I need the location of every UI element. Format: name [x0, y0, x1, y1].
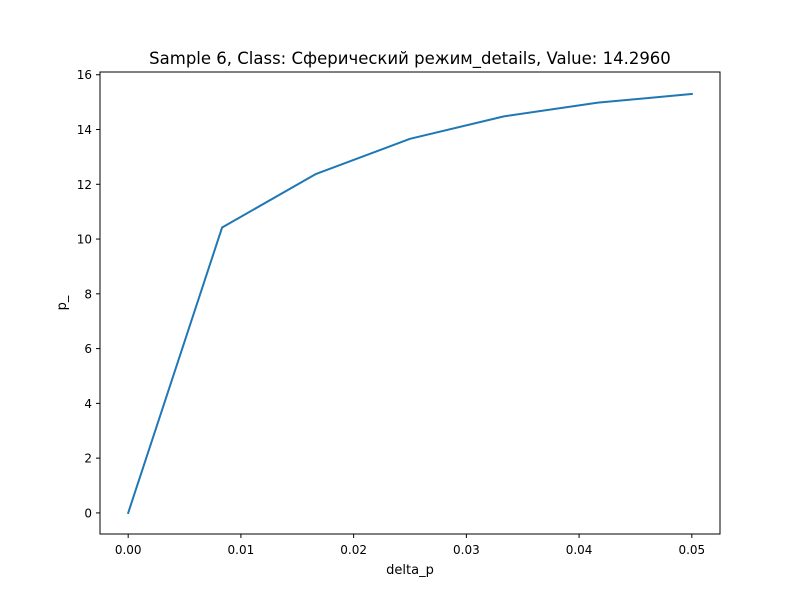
x-tick-label: 0.03 — [453, 543, 480, 557]
chart-title: Sample 6, Class: Сферический режим_detai… — [149, 49, 671, 69]
x-tick-label: 0.00 — [115, 543, 142, 557]
y-tick-label: 14 — [77, 123, 92, 137]
x-tick-label: 0.01 — [228, 543, 255, 557]
y-tick-label: 10 — [77, 233, 92, 247]
x-tick-label: 0.04 — [566, 543, 593, 557]
y-tick-label: 16 — [77, 68, 92, 82]
plot-area: 0.00 0.01 0.02 0.03 0.04 0.05 0 2 4 6 8 10 12 14 16 — [77, 68, 721, 557]
y-tick-label: 6 — [84, 342, 92, 356]
x-tick-label: 0.02 — [340, 543, 367, 557]
y-tick-label: 0 — [84, 506, 92, 520]
y-tick-label: 2 — [84, 452, 92, 466]
y-axis-label: p_ — [55, 295, 70, 310]
y-tick-label: 12 — [77, 178, 92, 192]
series-line-0 — [126, 92, 693, 515]
axes-frame — [99, 71, 721, 535]
y-tick-label: 8 — [84, 287, 92, 301]
y-tick-label: 4 — [84, 397, 92, 411]
x-axis-label: delta_p — [386, 563, 434, 578]
x-tick-label: 0.05 — [678, 543, 705, 557]
